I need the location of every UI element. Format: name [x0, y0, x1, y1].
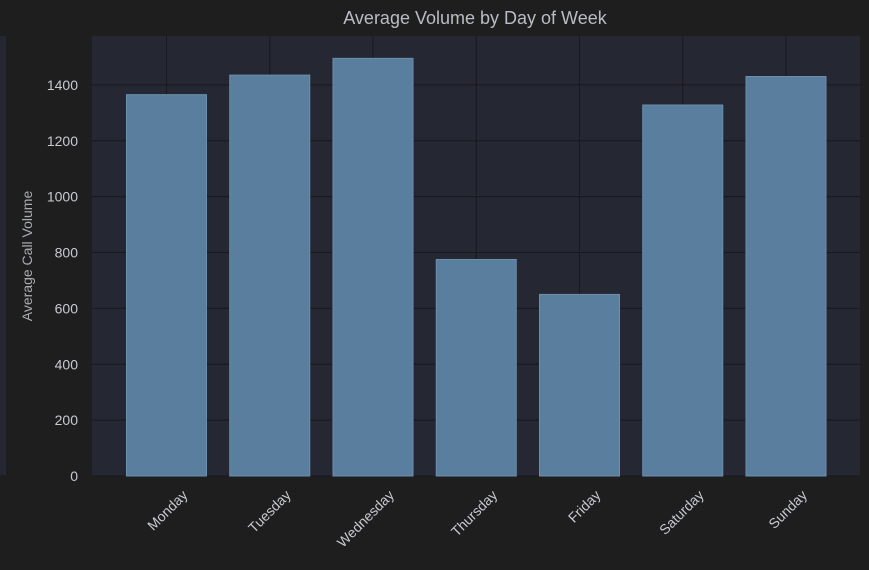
- y-axis-label: Average Call Volume: [19, 191, 35, 322]
- bar-friday: [539, 293, 620, 477]
- y-tick-label: 1000: [47, 189, 78, 205]
- bar-wednesday: [332, 57, 414, 477]
- y-tick-label: 400: [55, 356, 79, 372]
- y-tick-label: 0: [70, 468, 78, 484]
- bar-saturday: [642, 104, 724, 477]
- y-tick-label: 200: [55, 412, 79, 428]
- bar-tuesday: [229, 74, 311, 477]
- x-tick-label: Sunday: [765, 487, 810, 532]
- y-tick-label: 1400: [47, 77, 78, 93]
- x-tick-label: Saturday: [656, 487, 707, 538]
- bar-thursday: [435, 258, 517, 477]
- y-tick-label: 800: [55, 245, 79, 261]
- x-tick-label: Tuesday: [245, 487, 294, 536]
- x-tick-label: Friday: [565, 487, 604, 526]
- x-tick-label: Wednesday: [334, 487, 397, 550]
- bar-monday: [126, 94, 207, 477]
- adjacent-panel-edge: [0, 36, 6, 475]
- x-tick-label: Thursday: [448, 487, 501, 540]
- bar-sunday: [745, 76, 827, 477]
- bars: [126, 57, 827, 477]
- x-tick-labels: Monday Tuesday Wednesday Thursday Friday Satu…: [144, 487, 810, 550]
- x-tick-label: Monday: [144, 487, 191, 534]
- y-tick-label: 600: [55, 300, 79, 316]
- y-tick-label: 1200: [47, 133, 78, 149]
- y-tick-labels: 0 200 400 600 800 1000 1200 1400: [47, 77, 78, 484]
- chart-title: Average Volume by Day of Week: [343, 8, 607, 28]
